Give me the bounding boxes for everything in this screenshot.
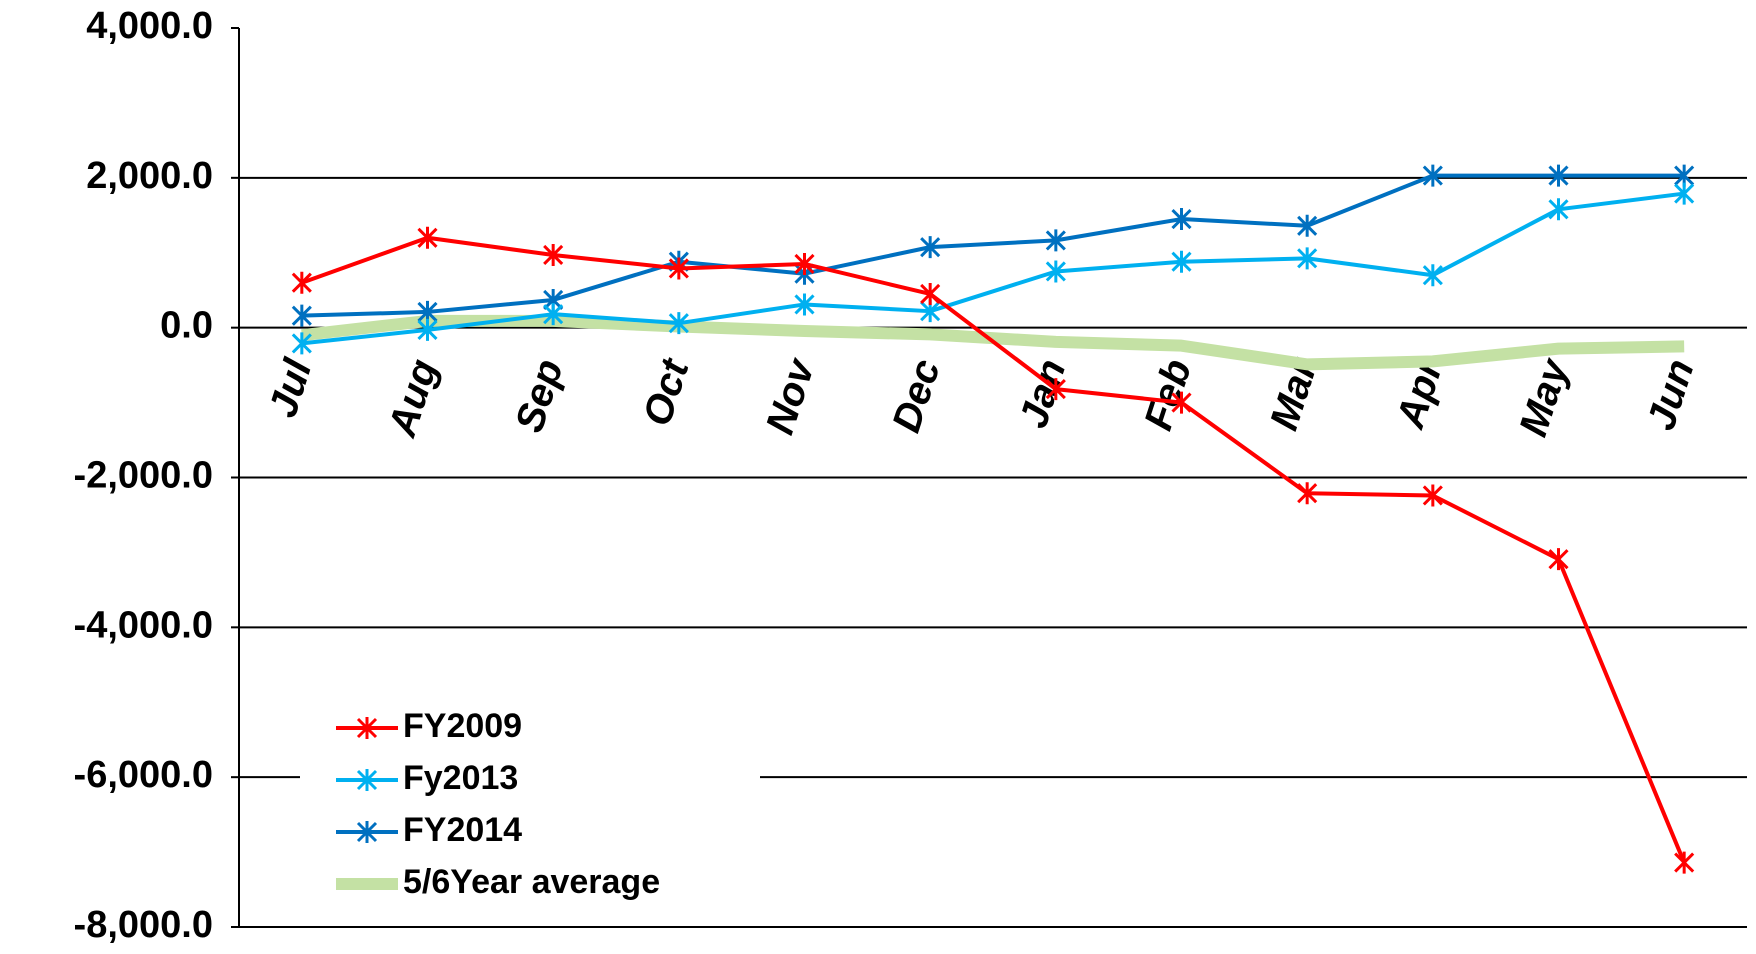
marker: [1297, 482, 1318, 505]
marker: [1548, 164, 1569, 187]
marker: [417, 318, 438, 341]
marker: [1297, 214, 1318, 237]
x-tick-label: May: [1511, 352, 1577, 441]
marker: [1674, 182, 1695, 205]
y-tick-label: 4,000.0: [86, 5, 213, 47]
marker: [668, 257, 689, 280]
y-tick-label: 2,000.0: [86, 155, 213, 197]
legend-label: Fy2013: [403, 759, 518, 797]
legend-label: 5/6Year average: [403, 863, 660, 901]
legend: FY2009 Fy2013 FY2014 5/6Year average: [300, 700, 760, 915]
marker: [543, 303, 564, 326]
marker: [1171, 208, 1192, 231]
marker: [1297, 247, 1318, 270]
marker: [1422, 264, 1443, 287]
marker: [920, 282, 941, 305]
marker: [1548, 198, 1569, 221]
legend-label: FY2009: [403, 707, 522, 745]
legend-label: FY2014: [403, 811, 522, 849]
marker: [668, 312, 689, 335]
marker: [1171, 391, 1192, 414]
marker: [1674, 851, 1695, 874]
x-tick-label: Nov: [758, 352, 824, 440]
marker: [1171, 250, 1192, 273]
x-tick-label: Jun: [1639, 354, 1703, 435]
legend-marker: [356, 717, 378, 739]
x-tick-label: Sep: [507, 354, 572, 437]
y-tick-label: -4,000.0: [74, 604, 213, 646]
x-tick-label: Jul: [261, 353, 321, 422]
y-tick-label: -8,000.0: [74, 904, 213, 946]
marker: [543, 243, 564, 266]
legend-marker: [356, 821, 378, 843]
y-tick-label: -2,000.0: [74, 455, 213, 497]
marker: [794, 293, 815, 316]
marker: [1422, 484, 1443, 507]
legend-marker: [356, 769, 378, 791]
marker: [1045, 260, 1066, 283]
marker: [1422, 164, 1443, 187]
series-line: [301, 191, 1685, 346]
y-tick-label: 0.0: [160, 305, 213, 347]
marker: [794, 252, 815, 275]
x-tick-label: Oct: [635, 353, 698, 432]
marker: [1045, 378, 1066, 401]
marker: [291, 304, 312, 327]
marker: [291, 271, 312, 294]
marker: [417, 226, 438, 249]
series-line: [301, 314, 1685, 371]
x-tick-label: Dec: [884, 354, 949, 437]
y-tick-label: -6,000.0: [74, 754, 213, 796]
marker: [920, 236, 941, 259]
series-line: [301, 235, 1687, 864]
series-line: [301, 173, 1685, 318]
marker: [1045, 229, 1066, 252]
marker: [1548, 548, 1569, 571]
x-tick-label: Jan: [1011, 354, 1074, 433]
marker: [291, 332, 312, 355]
x-tick-label: Aug: [380, 354, 446, 443]
